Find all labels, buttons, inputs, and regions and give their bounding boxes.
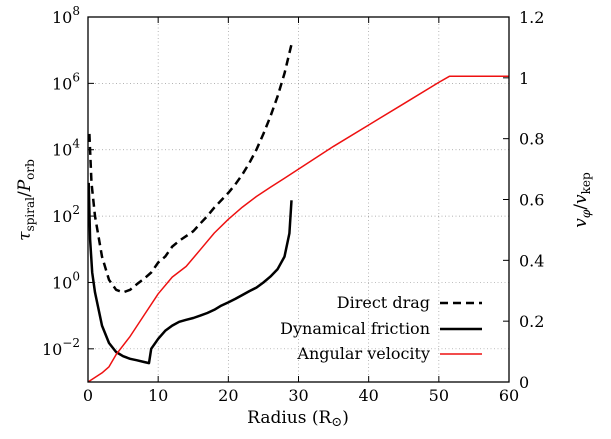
y-right-tick-label: 1: [519, 69, 529, 88]
legend-label-dynamical-friction: Dynamical friction: [280, 319, 430, 338]
y-right-tick-label: 1.2: [519, 8, 544, 27]
x-tick-label: 50: [429, 386, 449, 405]
x-tick-label: 60: [499, 386, 519, 405]
series-line-angular-velocity: [87, 75, 509, 383]
legend-entry-dynamical-friction: Dynamical friction: [280, 319, 482, 338]
axis-ticks: 0 10 20 30 40 50 60 10−2 100 102 104 106 108 0 0.2 0.4 0…: [42, 4, 545, 405]
y-right-tick-label: 0.2: [519, 312, 544, 331]
legend-entry-direct-drag: Direct drag: [337, 293, 482, 312]
y-left-tick-label: 108: [52, 4, 80, 27]
y-left-tick-label: 100: [52, 269, 80, 292]
x-tick-label: 20: [218, 386, 238, 405]
y-right-tick-label: 0: [519, 373, 529, 392]
x-tick-label: 40: [358, 386, 378, 405]
series-line-dynamical-friction: [87, 182, 293, 365]
grid-lines: [88, 17, 509, 382]
y-left-tick-label: 10−2: [42, 336, 80, 359]
y-left-tick-label: 104: [52, 137, 80, 160]
legend-entry-angular-velocity: Angular velocity: [296, 344, 482, 363]
y-axis-label-left: τspiral/Porb: [15, 159, 37, 241]
x-tick-label: 30: [288, 386, 308, 405]
x-tick-label: 10: [148, 386, 168, 405]
legend: Direct drag Dynamical friction Angular v…: [280, 293, 482, 363]
legend-label-angular-velocity: Angular velocity: [296, 344, 430, 363]
series-lines: [87, 44, 509, 383]
series-line-direct-drag: [88, 44, 293, 294]
legend-label-direct-drag: Direct drag: [337, 293, 430, 312]
y-axis-label-right: vφ/vkep: [571, 172, 593, 228]
y-right-tick-label: 0.6: [519, 191, 544, 210]
y-left-tick-label: 102: [52, 203, 80, 226]
x-axis-label: Radius (R⊙): [247, 408, 349, 430]
y-right-tick-label: 0.8: [519, 130, 544, 149]
y-left-tick-label: 106: [52, 70, 80, 93]
y-right-tick-label: 0.4: [519, 251, 544, 270]
x-tick-label: 0: [83, 386, 93, 405]
